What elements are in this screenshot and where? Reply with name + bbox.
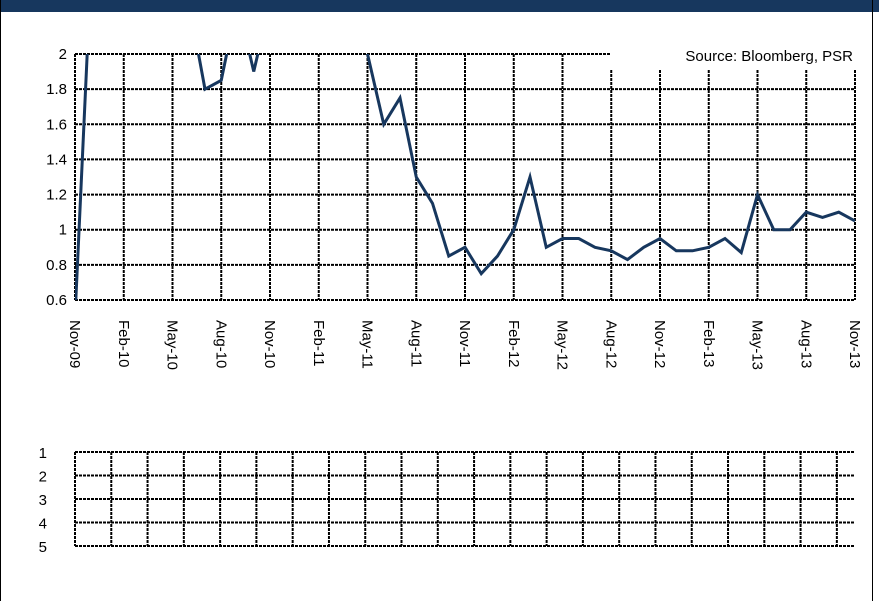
x-tick-label: Feb-11 (310, 320, 327, 366)
x-tick-label: Aug-11 (407, 320, 424, 367)
y-tick-label: 5 (39, 539, 47, 556)
x-tick-label: Aug-13 (797, 320, 814, 368)
x-tick-label: Nov-10 (261, 320, 278, 368)
x-tick-label: Nov-09 (66, 320, 83, 368)
header-bar (0, 0, 879, 12)
x-tick-label: Nov-11 (456, 320, 473, 367)
y-tick-label: 2 (39, 469, 47, 486)
y-tick-label: 3 (39, 492, 47, 509)
y-tick-label: 1 (59, 222, 67, 239)
annotation: Source: Bloomberg, PSR (685, 48, 853, 65)
x-tick-label: May-13 (749, 320, 766, 370)
y-tick-label: 1 (39, 445, 47, 462)
y-tick-label: 0.6 (46, 292, 67, 309)
y-tick-label: 0.8 (46, 257, 67, 274)
y-tick-label: 1.6 (46, 116, 67, 133)
x-tick-label: May-11 (359, 320, 376, 369)
annotation-bg (610, 42, 858, 70)
y-tick-label: 2 (59, 46, 67, 63)
data-line (75, 54, 856, 300)
x-tick-label: Feb-12 (505, 320, 522, 368)
y-tick-label: 1.8 (46, 81, 67, 98)
x-tick-label: May-10 (164, 320, 181, 370)
x-tick-label: Feb-13 (700, 320, 717, 368)
x-tick-label: Nov-12 (651, 320, 668, 368)
x-tick-label: Aug-10 (212, 320, 229, 368)
x-tick-label: Aug-12 (602, 320, 619, 368)
y-tick-label: 1.4 (46, 151, 67, 168)
x-tick-label: May-12 (554, 320, 571, 370)
y-tick-label: 1.2 (46, 187, 67, 204)
x-tick-label: Feb-10 (115, 320, 132, 368)
x-tick-label: Nov-13 (846, 320, 863, 368)
y-tick-label: 4 (39, 516, 47, 533)
